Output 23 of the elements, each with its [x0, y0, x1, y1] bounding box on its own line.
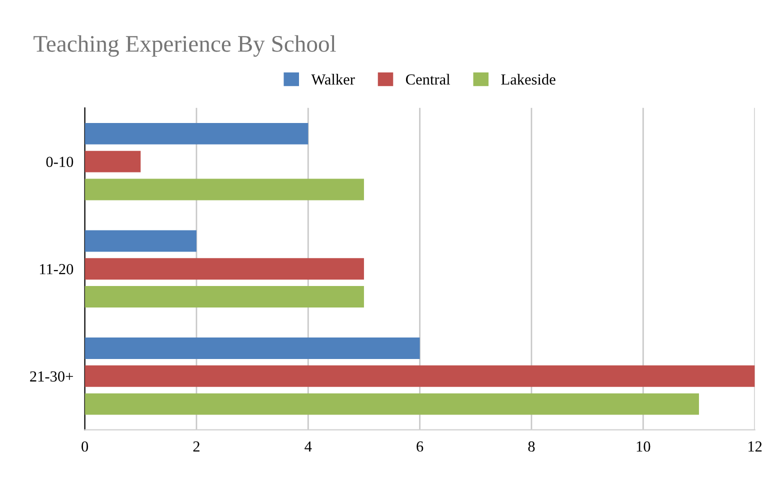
x-tick-label: 0	[82, 441, 88, 452]
bar	[84, 230, 196, 252]
bar	[84, 338, 420, 359]
legend-label: Central	[406, 74, 450, 85]
bar	[84, 258, 364, 280]
y-tick-label: 0-10	[46, 156, 74, 168]
bar	[84, 122, 308, 144]
x-tick-label: 8	[528, 441, 535, 452]
legend-label: Walker	[311, 74, 355, 85]
legend-label: Lakeside	[501, 74, 556, 85]
x-tick-label: 12	[748, 441, 762, 452]
x-tick-label: 6	[416, 441, 424, 452]
x-tick-label: 4	[304, 441, 312, 452]
bar	[84, 150, 141, 172]
chart-title: Teaching Experience By School	[34, 35, 336, 57]
x-tick-label: 10	[636, 441, 650, 452]
y-tick-label: 21-30+	[30, 371, 73, 382]
y-tick-label: 11-20	[40, 264, 74, 274]
bar	[84, 178, 364, 200]
x-tick-label: 2	[193, 441, 200, 452]
bar	[84, 393, 699, 415]
bar	[84, 365, 755, 387]
bar	[84, 286, 364, 308]
